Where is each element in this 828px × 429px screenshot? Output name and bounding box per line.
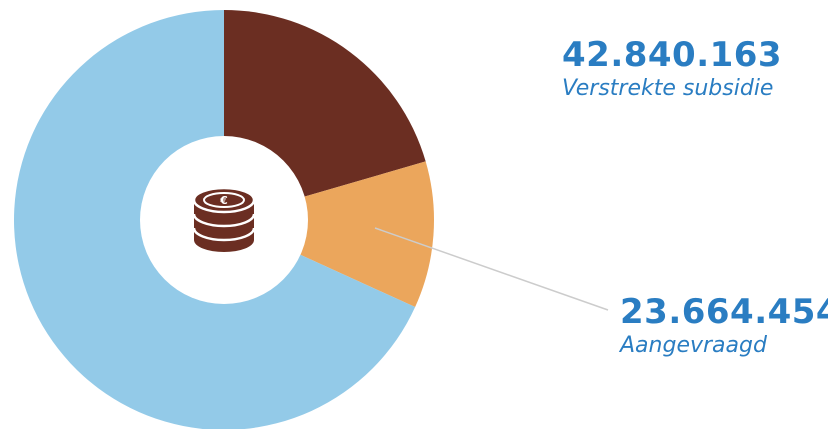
annotation-value: 23.664.454 [620,292,828,332]
annotation-caption: Aangevraagd [620,333,767,358]
pie-slice-aangevraagd [224,161,434,308]
annotation-aangevraagd: 23.664.454 Aangevraagd [620,295,828,359]
coin-stack-euro-icon: € [192,186,256,252]
annotation-value: 42.840.163 [562,35,783,75]
leader-line [374,227,609,311]
annotation-verstrekte-subsidie: 42.840.163 Verstrekte subsidie [562,38,782,102]
annotation-caption: Verstrekte subsidie [562,76,774,101]
svg-text:€: € [219,194,228,207]
